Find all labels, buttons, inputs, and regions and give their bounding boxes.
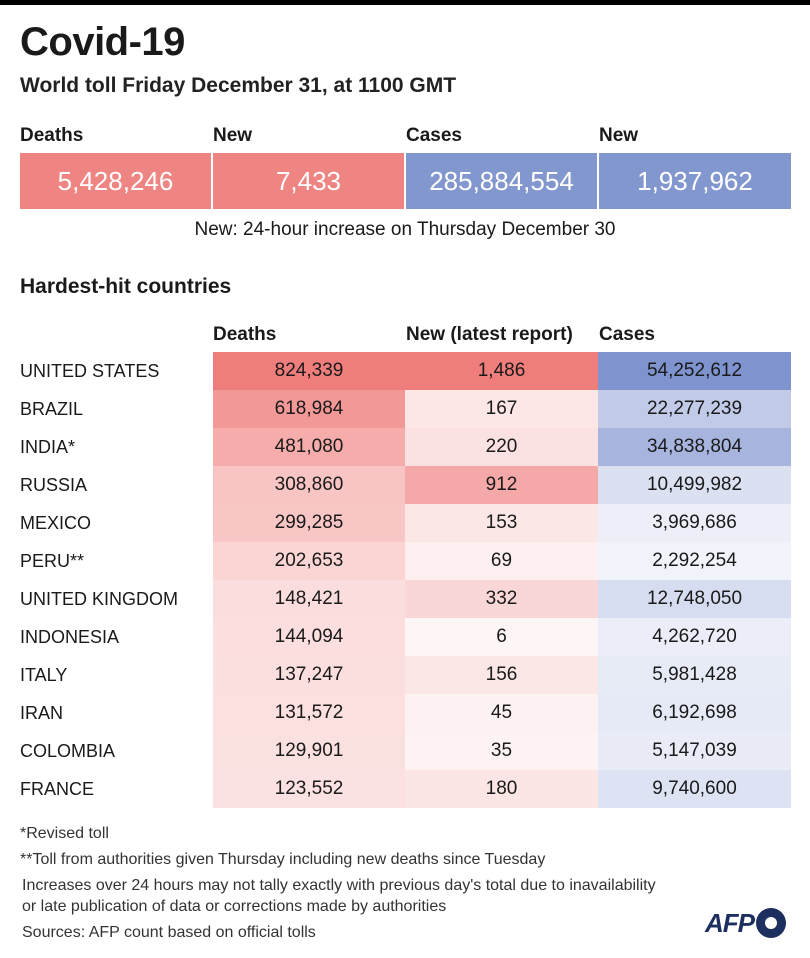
table-row: IRAN 131,572 45 6,192,698	[0, 694, 810, 732]
cases-cell: 34,838,804	[598, 428, 791, 466]
country-label: IRAN	[20, 703, 64, 723]
footnote-revised: *Revised toll	[20, 825, 109, 842]
cases-cell: 5,981,428	[598, 656, 791, 694]
afp-logo: AFP	[705, 906, 786, 940]
cases-cell: 10,499,982	[598, 466, 791, 504]
deaths-cell: 137,247	[213, 656, 405, 694]
new-deaths-cell: 180	[405, 770, 598, 808]
new-deaths-cell: 69	[405, 542, 598, 580]
footnote-sources: Sources: AFP count based on official tol…	[22, 924, 316, 941]
table-row: INDONESIA 144,094 6 4,262,720	[0, 618, 810, 656]
table-title: Hardest-hit countries	[20, 275, 232, 298]
country-label: INDIA*	[20, 437, 76, 457]
new-deaths-cell: 220	[405, 428, 598, 466]
deaths-cell: 202,653	[213, 542, 405, 580]
deaths-cell: 144,094	[213, 618, 405, 656]
column-header-cases: Cases	[599, 324, 655, 345]
footnote-increase-1: Increases over 24 hours may not tally ex…	[22, 877, 656, 894]
table-row: ITALY 137,247 156 5,981,428	[0, 656, 810, 694]
country-label: FRANCE	[20, 779, 95, 799]
footnote-peru: **Toll from authorities given Thursday i…	[20, 851, 546, 868]
cases-cell: 2,292,254	[598, 542, 791, 580]
table-row: MEXICO 299,285 153 3,969,686	[0, 504, 810, 542]
deaths-cell: 131,572	[213, 694, 405, 732]
new-deaths-cell: 167	[405, 390, 598, 428]
table-row: UNITED KINGDOM 148,421 332 12,748,050	[0, 580, 810, 618]
deaths-cell: 148,421	[213, 580, 405, 618]
new-deaths-cell: 912	[405, 466, 598, 504]
new-deaths-cell: 153	[405, 504, 598, 542]
table-row: FRANCE 123,552 180 9,740,600	[0, 770, 810, 808]
cases-cell: 54,252,612	[598, 352, 791, 390]
new-deaths-cell: 332	[405, 580, 598, 618]
summary-cases-new-label: New	[599, 125, 639, 146]
country-label: UNITED STATES	[20, 361, 160, 381]
summary-cases-value: 285,884,554	[406, 153, 597, 209]
page-subtitle: World toll Friday December 31, at 1100 G…	[20, 74, 457, 97]
cases-cell: 9,740,600	[598, 770, 791, 808]
deaths-cell: 481,080	[213, 428, 405, 466]
summary-cases-label: Cases	[406, 125, 462, 146]
table-row: PERU** 202,653 69 2,292,254	[0, 542, 810, 580]
new-deaths-cell: 1,486	[405, 352, 598, 390]
deaths-cell: 308,860	[213, 466, 405, 504]
column-header-new: New (latest report)	[406, 324, 573, 345]
table-row: INDIA* 481,080 220 34,838,804	[0, 428, 810, 466]
table-row: COLOMBIA 129,901 35 5,147,039	[0, 732, 810, 770]
cases-cell: 4,262,720	[598, 618, 791, 656]
new-deaths-cell: 6	[405, 618, 598, 656]
country-label: COLOMBIA	[20, 741, 116, 761]
summary-deaths-value: 5,428,246	[20, 153, 211, 209]
cases-cell: 12,748,050	[598, 580, 791, 618]
deaths-cell: 618,984	[213, 390, 405, 428]
country-label: ITALY	[20, 665, 68, 685]
country-label: RUSSIA	[20, 475, 88, 495]
new-deaths-cell: 35	[405, 732, 598, 770]
top-rule	[0, 0, 810, 5]
summary-deaths-label: Deaths	[20, 125, 84, 146]
country-label: INDONESIA	[20, 627, 120, 647]
country-label: BRAZIL	[20, 399, 84, 419]
deaths-cell: 129,901	[213, 732, 405, 770]
cases-cell: 6,192,698	[598, 694, 791, 732]
table-row: BRAZIL 618,984 167 22,277,239	[0, 390, 810, 428]
cases-cell: 22,277,239	[598, 390, 791, 428]
cases-cell: 5,147,039	[598, 732, 791, 770]
deaths-cell: 824,339	[213, 352, 405, 390]
country-label: UNITED KINGDOM	[20, 589, 179, 609]
afp-logo-icon	[756, 908, 786, 938]
new-deaths-cell: 45	[405, 694, 598, 732]
column-header-deaths: Deaths	[213, 324, 277, 345]
afp-logo-text: AFP	[705, 907, 755, 938]
country-label: MEXICO	[20, 513, 92, 533]
new-deaths-cell: 156	[405, 656, 598, 694]
table-row: UNITED STATES 824,339 1,486 54,252,612	[0, 352, 810, 390]
summary-cases-new-value: 1,937,962	[599, 153, 791, 209]
page-title: Covid-19	[20, 20, 185, 64]
cases-cell: 3,969,686	[598, 504, 791, 542]
footnote-increase-2: or late publication of data or correctio…	[22, 898, 447, 915]
table-row: RUSSIA 308,860 912 10,499,982	[0, 466, 810, 504]
summary-note: New: 24-hour increase on Thursday Decemb…	[194, 219, 616, 240]
deaths-cell: 123,552	[213, 770, 405, 808]
summary-deaths-new-label: New	[213, 125, 253, 146]
deaths-cell: 299,285	[213, 504, 405, 542]
country-label: PERU**	[20, 551, 85, 571]
summary-deaths-new-value: 7,433	[213, 153, 404, 209]
